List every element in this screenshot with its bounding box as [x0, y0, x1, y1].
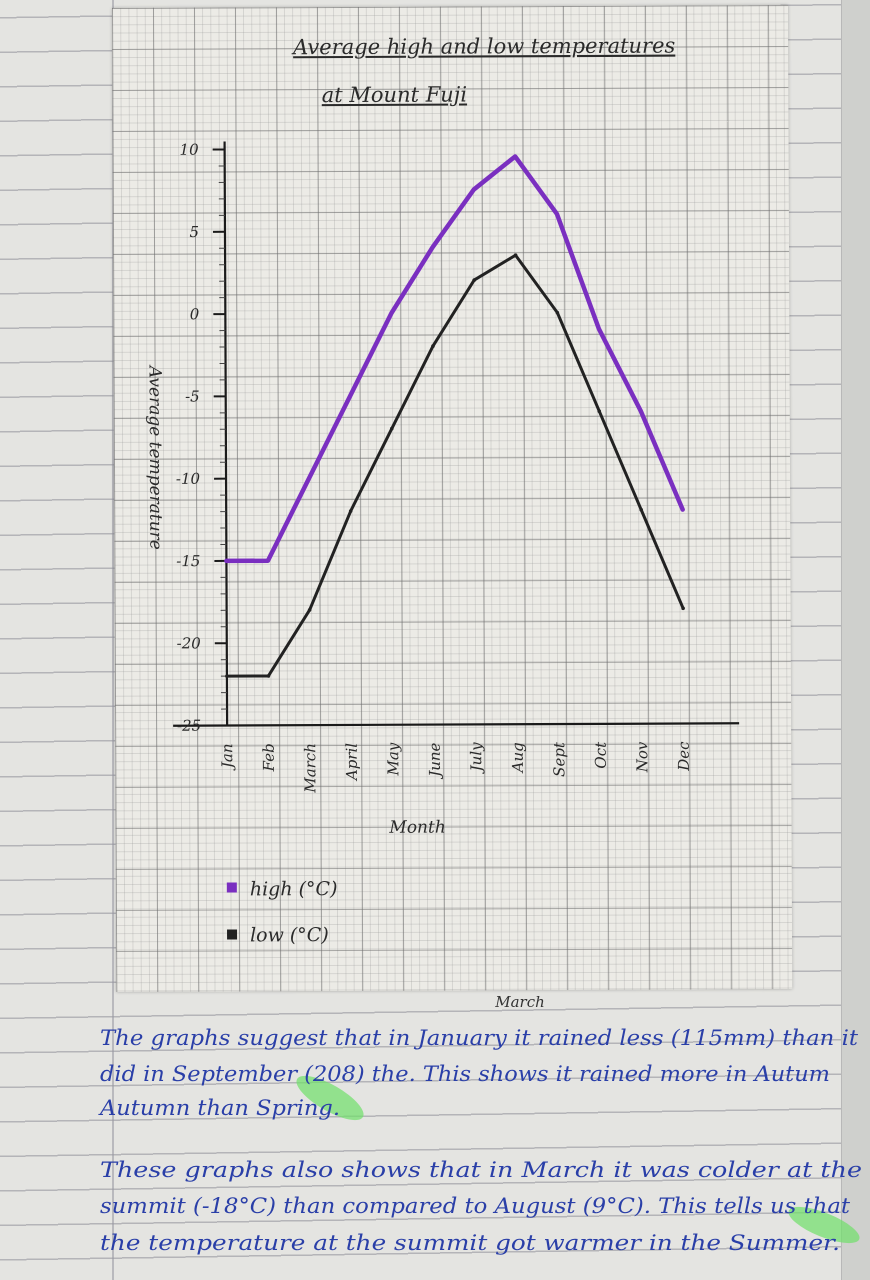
legend-swatch-high [226, 882, 237, 893]
series-line-low [225, 253, 685, 678]
data-point-low [555, 310, 560, 315]
x-tick-label: Nov [633, 741, 651, 773]
x-tick-label: Jan [218, 743, 236, 771]
x-axis-title: Month [388, 818, 445, 838]
y-axis-line [223, 141, 229, 726]
data-point-high [555, 212, 559, 216]
y-tick-label: -15 [176, 552, 200, 570]
line-chart: Average high and low temperatures at Mou… [145, 34, 740, 946]
x-tick-label: July [467, 742, 485, 775]
axes [173, 141, 740, 727]
series-line-high [224, 154, 685, 564]
x-tick-labels: Jan Feb March April May June July Aug Sept Oct Nov… [218, 741, 693, 794]
data-point-high [513, 154, 517, 159]
y-tick-label: -20 [177, 634, 202, 652]
data-point-low [639, 507, 643, 512]
y-tick-label: 10 [179, 141, 199, 159]
x-tick-label: Sept [550, 741, 568, 777]
x-axis-line [173, 722, 740, 727]
y-tick-label: -25 [177, 717, 201, 735]
chart-title: Average high and low temperatures at Mou… [291, 34, 676, 108]
x-tick-label: March [301, 743, 319, 794]
data-point-low [431, 344, 435, 348]
x-tick-label: June [426, 742, 444, 779]
y-tick-label: 0 [190, 305, 200, 323]
y-axis-title: Average temperature [145, 364, 166, 550]
data-point-low [348, 509, 353, 513]
y-tick-label: -5 [185, 387, 200, 405]
y-tick-label: -10 [176, 470, 201, 488]
y-tick-labels: 10 5 0 -5 -10 -15 -20 -25 [176, 141, 228, 735]
data-point-low [225, 674, 229, 678]
data-point-low [597, 409, 602, 413]
data-point-high [348, 394, 352, 398]
data-point-high [266, 558, 270, 563]
x-tick-label: Oct [592, 741, 610, 769]
data-point-high [638, 409, 643, 413]
data-point-low [307, 608, 312, 612]
graph-paper-sheet: Average high and low temperatures at Mou… [112, 5, 793, 992]
next-page-edge [841, 0, 870, 1280]
data-point-low [513, 253, 518, 258]
legend-label-low: low (°C) [250, 924, 329, 946]
data-point-low [681, 606, 685, 611]
x-tick-label: Aug [509, 742, 527, 774]
x-tick-label: Feb [260, 743, 278, 772]
data-point-high [224, 559, 229, 563]
data-point-high [680, 507, 685, 512]
legend: high (°C) low (°C) [226, 878, 338, 946]
data-point-high [430, 245, 435, 250]
x-tick-label: May [384, 742, 402, 776]
data-point-low [266, 674, 271, 678]
data-point-high [307, 476, 311, 481]
data-point-low [472, 278, 476, 282]
series-lines [224, 154, 685, 678]
data-point-low [390, 426, 394, 431]
data-point-high [597, 327, 601, 331]
x-tick-label: Dec [675, 741, 693, 772]
x-tick-label: April [343, 743, 361, 782]
data-point-high [471, 187, 476, 192]
legend-label-high: high (°C) [250, 878, 338, 900]
data-point-high [389, 311, 394, 316]
chart-title-line-2: at Mount Fuji [322, 82, 467, 107]
y-tick-label: 5 [189, 223, 199, 241]
legend-swatch-low [227, 929, 238, 940]
chart-title-line-1: Average high and low temperatures [291, 34, 676, 60]
